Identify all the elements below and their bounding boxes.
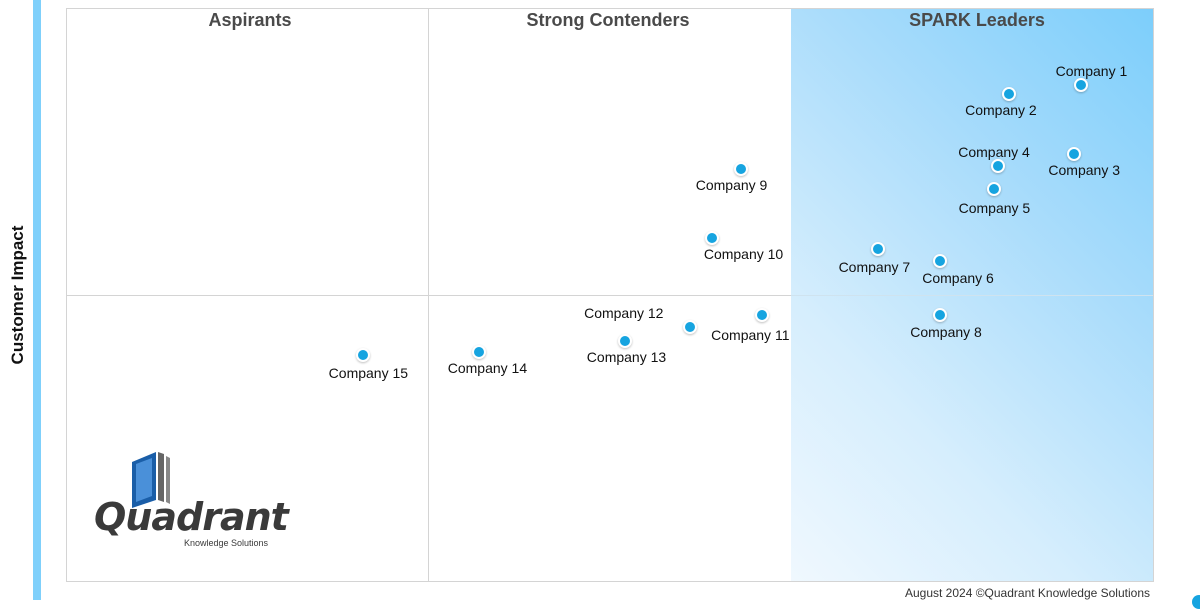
data-point-label-7: Company 7 xyxy=(838,259,911,276)
contenders-top-quadrant xyxy=(429,9,792,296)
data-point-3 xyxy=(1067,147,1082,162)
data-point-label-2: Company 2 xyxy=(965,102,1037,119)
data-point-label-5: Company 5 xyxy=(958,199,1031,216)
data-point-label-15: Company 15 xyxy=(328,365,409,382)
logo-wordmark: Quadrant xyxy=(94,495,289,539)
data-point-label-13: Company 13 xyxy=(586,348,667,365)
data-point-10 xyxy=(704,230,719,245)
left-accent-bar xyxy=(33,0,41,600)
data-point-6 xyxy=(933,253,948,268)
quadrant-logo: Quadrant Knowledge Solutions xyxy=(92,450,302,555)
data-point-label-12: Company 12 xyxy=(584,304,664,321)
data-point-8 xyxy=(933,308,948,323)
data-point-14 xyxy=(472,345,487,360)
corner-dot xyxy=(1192,595,1200,609)
data-point-label-4: Company 4 xyxy=(958,143,1030,160)
data-point-12 xyxy=(682,319,697,334)
data-point-label-9: Company 9 xyxy=(695,176,768,193)
data-point-label-1: Company 1 xyxy=(1055,63,1128,80)
quadrant-title-strong-contenders: Strong Contenders xyxy=(526,10,690,30)
data-point-5 xyxy=(987,181,1002,196)
data-point-4 xyxy=(991,158,1006,173)
data-point-7 xyxy=(871,242,886,257)
data-point-1 xyxy=(1074,78,1089,93)
data-point-2 xyxy=(1001,87,1016,102)
logo-subtitle: Knowledge Solutions xyxy=(184,538,269,548)
aspirants-bottom-quadrant xyxy=(67,296,429,581)
quadrant-title-spark-leaders: SPARK Leaders xyxy=(909,10,1045,30)
data-point-label-3: Company 3 xyxy=(1048,162,1120,179)
data-point-11 xyxy=(755,308,770,323)
data-point-label-10: Company 10 xyxy=(703,245,784,262)
data-point-9 xyxy=(733,161,748,176)
data-point-label-6: Company 6 xyxy=(922,269,994,286)
leaders-divider-line xyxy=(791,295,1153,296)
book-icon xyxy=(132,452,170,508)
data-point-label-14: Company 14 xyxy=(447,360,528,377)
aspirants-top-quadrant xyxy=(67,9,429,296)
data-point-label-11: Company 11 xyxy=(711,327,790,344)
quadrant-grid xyxy=(66,8,1154,582)
data-point-15 xyxy=(356,348,371,363)
footer-copyright: August 2024 ©Quadrant Knowledge Solution… xyxy=(904,586,1150,600)
data-point-13 xyxy=(617,333,632,348)
data-point-label-8: Company 8 xyxy=(910,324,982,341)
quadrant-title-aspirants: Aspirants xyxy=(208,10,292,30)
